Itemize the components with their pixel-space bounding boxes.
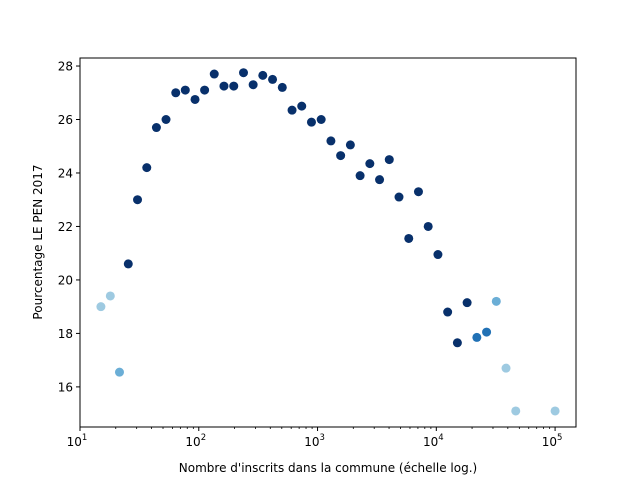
data-point-34 <box>423 221 433 231</box>
data-point-22 <box>306 117 316 127</box>
data-point-17 <box>258 70 268 80</box>
data-point-31 <box>394 192 404 202</box>
data-point-5 <box>142 163 152 173</box>
data-point-33 <box>413 187 423 197</box>
data-point-42 <box>501 363 511 373</box>
y-axis-label: Pourcentage LE PEN 2017 <box>31 164 45 319</box>
plot-frame <box>79 57 577 428</box>
x-axis-label: Nombre d'inscrits dans la commune (échel… <box>179 461 477 475</box>
data-point-40 <box>482 327 492 337</box>
data-point-9 <box>180 85 190 95</box>
data-point-41 <box>491 296 501 306</box>
data-point-25 <box>336 151 346 161</box>
data-point-3 <box>123 259 133 269</box>
data-point-6 <box>151 123 161 133</box>
data-point-15 <box>239 68 248 78</box>
y-tick-label-1: 18 <box>58 327 73 341</box>
data-point-18 <box>268 74 278 84</box>
data-point-30 <box>384 155 394 165</box>
data-point-21 <box>297 101 307 111</box>
data-point-16 <box>248 80 258 90</box>
data-point-24 <box>326 136 336 146</box>
data-point-14 <box>229 81 239 91</box>
y-axis-ticks: 16 18 20 22 24 26 28 <box>58 60 80 394</box>
data-point-13 <box>219 81 229 91</box>
data-point-29 <box>375 175 385 185</box>
y-tick-label-2: 20 <box>58 273 73 287</box>
y-tick-label-3: 22 <box>58 220 73 234</box>
data-point-10 <box>190 94 200 104</box>
data-point-0 <box>96 302 106 312</box>
data-point-7 <box>161 115 171 124</box>
data-point-28 <box>365 159 375 169</box>
data-point-2 <box>114 367 124 377</box>
data-point-37 <box>452 338 462 348</box>
data-point-32 <box>404 233 414 243</box>
data-point-23 <box>316 115 326 124</box>
data-points <box>96 68 560 416</box>
y-tick-label-5: 26 <box>58 113 73 127</box>
data-point-1 <box>105 291 115 301</box>
data-point-44 <box>550 406 560 416</box>
data-point-36 <box>443 307 453 317</box>
data-point-35 <box>433 250 443 260</box>
data-point-12 <box>209 69 219 79</box>
data-point-39 <box>472 332 482 342</box>
data-point-19 <box>277 82 287 92</box>
data-point-27 <box>355 171 365 181</box>
data-point-11 <box>200 85 210 95</box>
data-point-26 <box>345 140 355 150</box>
data-point-4 <box>133 195 143 205</box>
data-point-43 <box>511 406 521 416</box>
y-tick-label-0: 16 <box>58 380 73 394</box>
data-point-38 <box>462 298 472 308</box>
y-tick-label-4: 24 <box>58 166 73 180</box>
data-point-8 <box>171 88 181 98</box>
y-tick-label-6: 28 <box>58 60 73 74</box>
data-point-20 <box>287 105 297 115</box>
x-axis-ticks: 101 102 103 104 105 <box>67 427 562 449</box>
